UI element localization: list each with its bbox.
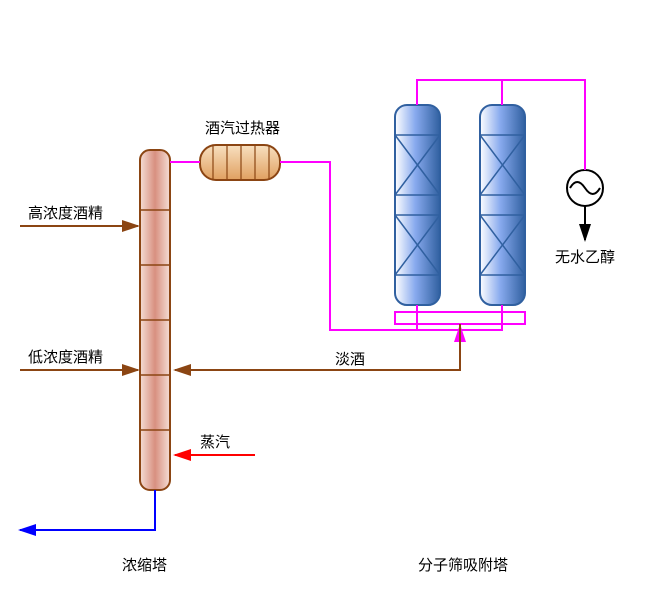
label-steam: 蒸汽 <box>200 434 230 451</box>
concentration-tower <box>140 150 170 490</box>
label-sieve-tower: 分子筛吸附塔 <box>418 557 508 574</box>
label-conc-tower: 浓缩塔 <box>122 557 167 574</box>
label-low-conc: 低浓度酒精 <box>28 349 103 366</box>
label-superheater: 酒汽过热器 <box>205 120 280 137</box>
label-light-wine: 淡酒 <box>335 351 365 368</box>
sieve-tower-right <box>480 105 525 305</box>
sieve-tower-left <box>395 105 440 305</box>
sieve-bottom-manifold-box <box>395 312 525 324</box>
process-diagram: 酒汽过热器 高浓度酒精 低浓度酒精 蒸汽 无水乙醇 淡酒 浓缩塔 分子筛吸附塔 <box>0 0 660 596</box>
line-bottoms-out <box>20 490 155 530</box>
label-anhydrous: 无水乙醇 <box>555 249 615 266</box>
line-heater-to-sieves <box>280 162 502 330</box>
condenser <box>567 170 603 206</box>
label-high-conc: 高浓度酒精 <box>28 205 103 222</box>
superheater <box>200 145 280 180</box>
